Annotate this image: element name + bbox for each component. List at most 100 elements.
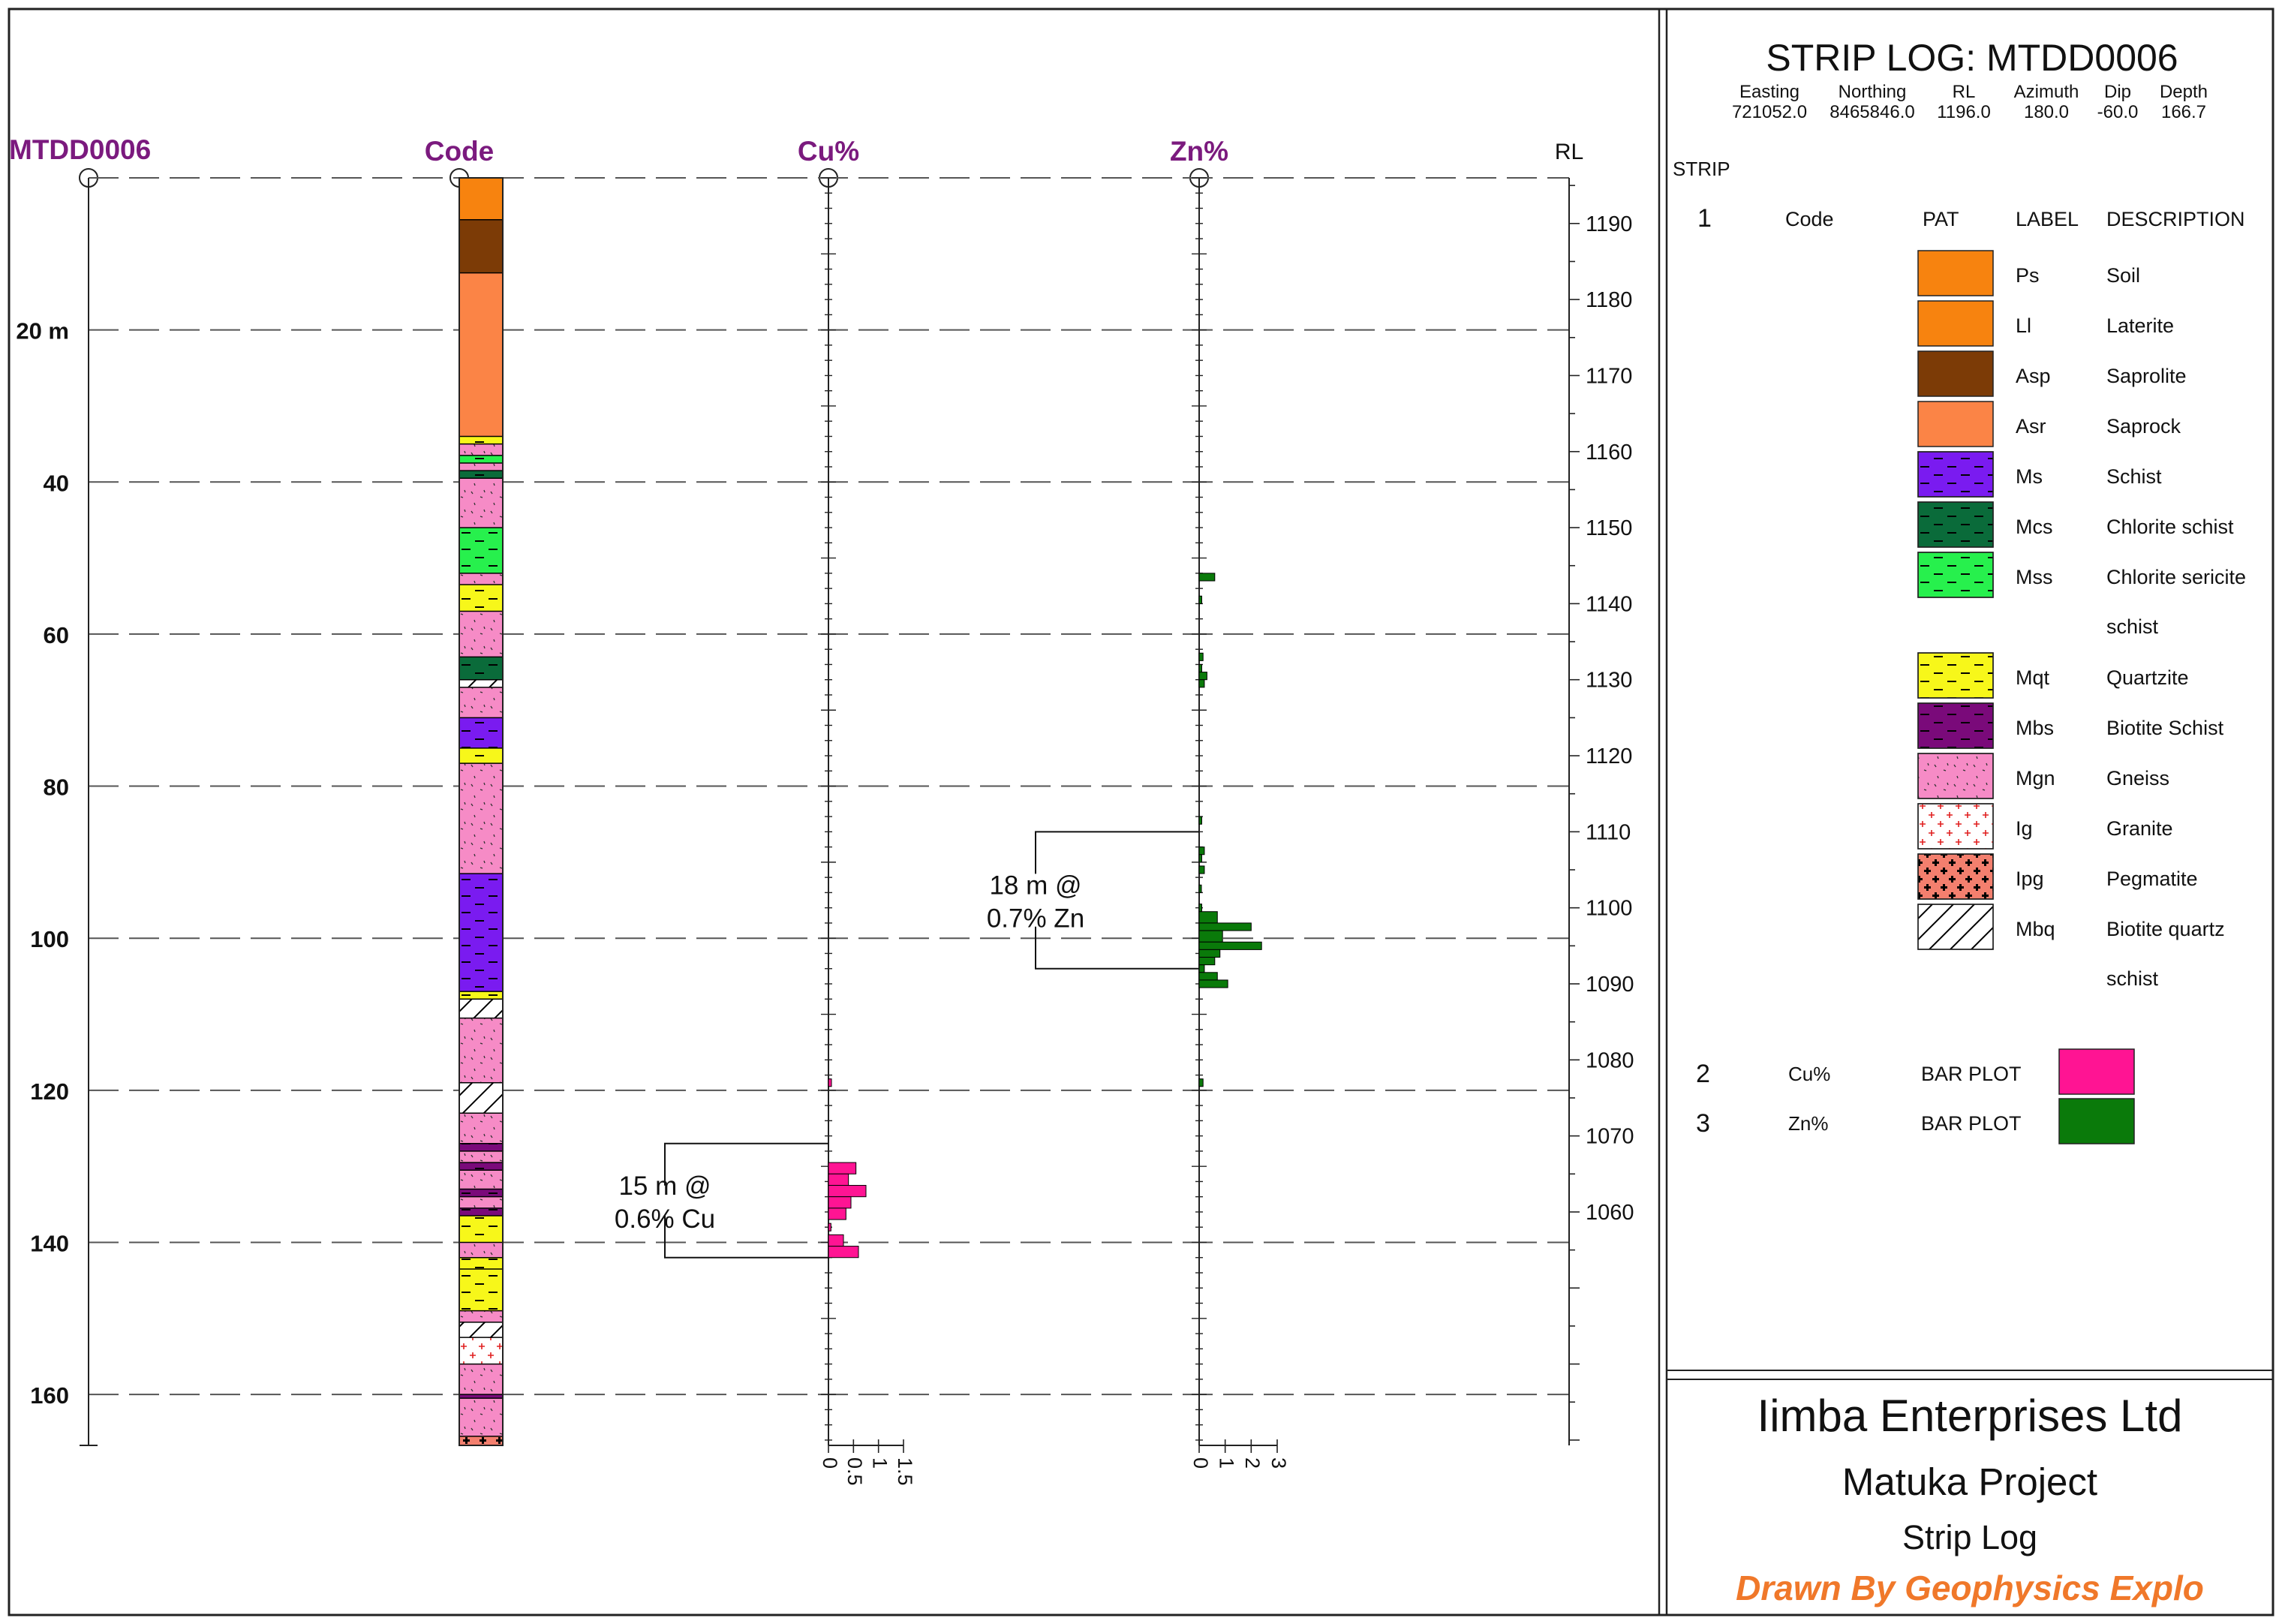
lithology-pattern [459,1143,503,1151]
legend-label: Ms [2016,465,2043,488]
lithology-pattern [459,436,503,444]
cu-bar [828,1207,846,1220]
lithology-pattern [459,991,503,1000]
rl-tick-label: 1190 [1586,212,1632,236]
lithology-pattern [459,763,503,874]
zn-bar [1198,972,1218,981]
zn-bar [1198,911,1218,924]
legend-label: Ps [2016,264,2040,287]
drawn-by-credit: Drawn By Geophysics Explo [1736,1568,2204,1607]
cu-intercept-bracket [664,1142,828,1259]
legend-swatch-ll [1917,300,1994,347]
collar-easting-label: Easting [1739,82,1799,102]
rl-tick-label: 1090 [1586,973,1634,997]
lithology-pattern [459,1337,503,1364]
legend-swatch-pattern [1917,652,1994,699]
rl-tick-label: 1120 [1586,744,1632,768]
cu-bar [828,1162,857,1174]
cu-value-tick-label: 0 [819,1457,841,1469]
collar-azimuth-value: 180.0 [2024,102,2069,122]
legend-swatch-pattern [1917,904,1994,950]
legend-label: Mss [2016,566,2053,588]
lithology-interval [459,272,503,437]
legend-label: Ll [2016,314,2031,337]
zn-bar [1198,847,1205,856]
depth-tick-label: 20 m [16,318,69,344]
cu-value-tick-label: 1 [869,1457,891,1469]
legend-swatch-asp [1917,350,1994,397]
legend-description: Gneiss [2106,767,2169,789]
legend-label: Ipg [2016,868,2044,890]
legend-label: Mqt [2016,666,2050,689]
bar-legend-number: 3 [1696,1109,1710,1138]
bar-legend-name: Zn% [1788,1112,1828,1135]
code-column-header: Code [425,136,495,167]
zn-bar [1198,957,1216,966]
lithology-pattern [459,1196,503,1208]
cu-column-header: Cu% [798,136,859,167]
legend-description-cont: schist [2106,967,2159,990]
depth-tick-label: 80 [44,774,69,801]
lithology-pattern [459,1018,503,1083]
lithology-pattern [459,1170,503,1189]
collar-dip-label: Dip [2104,82,2131,102]
bar-legend-number: 2 [1696,1060,1710,1088]
bar-legend-swatch-zn_bar [2058,1098,2135,1144]
zn-value-tick-label: 1 [1216,1457,1238,1469]
cu-bar [828,1223,831,1232]
legend-swatch-pattern [1917,501,1994,548]
company-name: Iimba Enterprises Ltd [1757,1391,2183,1441]
lithology-pattern [459,444,503,456]
lithology-pattern [459,528,503,573]
cu-bar [828,1234,844,1247]
zn-bar [1198,979,1228,988]
zn-bar [1198,672,1207,681]
strip-name-code: Code [1785,208,1834,230]
legend-description-cont: schist [2106,615,2159,638]
cu-bar [828,1173,849,1186]
title-block: Iimba Enterprises Ltd Matuka Project Str… [1736,1391,2204,1607]
bar-plot-legend: 2 Cu% BAR PLOT 3 Zn% BAR PLOT [1696,1048,2135,1144]
legend-label: Mbs [2016,717,2054,739]
zn-intercept-bracket [1035,831,1199,970]
lithology-pattern [459,679,503,687]
zn-bar [1198,595,1202,604]
zn-value-tick-label: 3 [1267,1457,1290,1469]
zn-bar [1198,854,1202,863]
cu-bar-plot [828,1078,867,1259]
zn-bar [1198,904,1202,913]
zn-bar [1198,941,1262,950]
lithology-pattern [459,1257,503,1269]
collar-northing-label: Northing [1839,82,1907,102]
bar-legend-type: BAR PLOT [1921,1063,2022,1085]
cu-intercept-grade: 0.6% Cu [615,1204,715,1234]
depth-tick-label: 100 [30,926,69,952]
legend-description: Biotite Schist [2106,717,2224,739]
legend-description: Saprock [2106,415,2181,438]
collar-easting-value: 721052.0 [1732,102,1807,122]
legend-swatch-pattern [1917,803,1994,850]
collar-depth-label: Depth [2160,82,2208,102]
bar-legend-name: Cu% [1788,1063,1830,1085]
legend-items: Ps Soil Ll Laterite Asp Saprolite Asr Saprock Ms… [1917,250,2246,990]
legend-description: Chlorite sericite [2106,566,2246,588]
zn-bar [1198,865,1205,874]
legend-description: Soil [2106,264,2140,287]
legend-description: Saprolite [2106,365,2187,387]
bar-legend-swatch-cu_bar [2058,1048,2135,1095]
lithology-pattern [459,717,503,748]
rl-tick-label: 1130 [1586,669,1632,693]
zn-bar [1198,930,1223,943]
bar-legend-type: BAR PLOT [1921,1112,2022,1135]
lithology-pattern [459,747,503,764]
legend-swatch-pattern [1917,552,1994,598]
legend-swatch-asr [1917,401,1994,447]
lithology-pattern [459,455,503,463]
collar-depth-value: 166.7 [2161,102,2206,122]
lithology-pattern [459,1207,503,1216]
lithology-interval [459,178,503,220]
legend-swatch-ps [1917,250,1994,296]
lithology-pattern [459,478,503,528]
